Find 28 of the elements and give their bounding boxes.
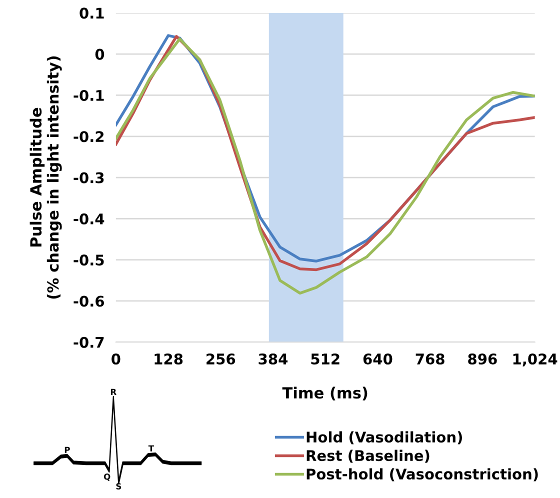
y-tick-label: -0.7 — [74, 336, 104, 348]
text: R — [110, 388, 116, 395]
y-tick-label: -0.1 — [74, 90, 104, 101]
text: S — [116, 483, 122, 490]
y-tick-label: 0.1 — [80, 8, 104, 19]
y-tick-label: -0.3 — [74, 172, 104, 184]
x-tick-label: 768 — [416, 353, 444, 365]
x-tick-label: 896 — [468, 353, 497, 365]
y-tick-label: 0 — [95, 48, 104, 60]
legend-label: Rest (Baseline) — [306, 450, 430, 463]
legend-label: Post-hold (Vasoconstriction) — [306, 468, 538, 482]
x-tick-label: 128 — [154, 353, 183, 365]
x-tick-label: 1,024 — [513, 353, 558, 366]
x-tick-label: 512 — [311, 353, 340, 365]
text: P — [64, 446, 70, 453]
text: T — [148, 445, 154, 452]
y-axis-title: Pulse Amplitude (% change in light intensity) — [30, 56, 62, 299]
x-tick-label: 640 — [363, 353, 392, 365]
y-tick-label: -0.2 — [74, 131, 104, 142]
y-tick-label: -0.4 — [74, 213, 104, 224]
y-tick-label: -0.5 — [74, 254, 104, 266]
x-tick-label: 256 — [206, 353, 236, 365]
x-tick-label: 384 — [258, 353, 288, 365]
legend-label: Hold (Vasodilation) — [306, 431, 462, 444]
y-tick-label: -0.6 — [74, 296, 104, 307]
x-axis-title: Time (ms) — [282, 386, 368, 400]
x-tick-label: 0 — [112, 353, 120, 365]
text: Q — [104, 473, 110, 481]
